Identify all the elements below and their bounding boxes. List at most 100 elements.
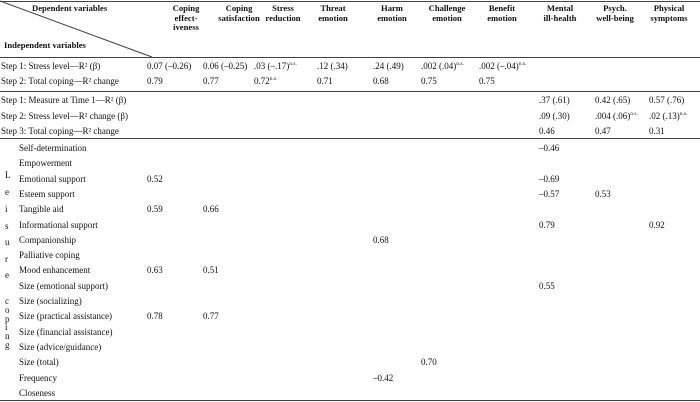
cell-value: 0.47 bbox=[595, 126, 611, 136]
cell-value: 0.71 bbox=[317, 76, 333, 86]
row-label: Size (total) bbox=[19, 357, 59, 367]
cell-value: 0.79 bbox=[539, 220, 555, 230]
coping-row: Palliative coping bbox=[0, 248, 700, 262]
cell-value: 0.77 bbox=[203, 76, 219, 86]
coping-row: Empowerment bbox=[0, 156, 700, 170]
cell-value: 0.57 (.76) bbox=[649, 95, 685, 105]
cell-coping-effectiveness: 0.52 bbox=[147, 174, 163, 184]
significance-mark: n.s. bbox=[269, 76, 278, 82]
row-label: Step 2: Stress level—R² change (β) bbox=[1, 111, 129, 121]
cell-value: 0.51 bbox=[203, 265, 219, 275]
column-header-stress-reduction: Stress reduction bbox=[265, 3, 301, 23]
cell-physical-symptoms: .02 (.13)n.s. bbox=[649, 111, 687, 121]
coping-row: Mood enhancement 0.63 0.51 bbox=[0, 263, 700, 277]
column-header-mental-ill-health: Mental ill-health bbox=[543, 3, 577, 23]
row-label: Step 1: Measure at Time 1—R² (β) bbox=[1, 95, 127, 105]
cell-threat-emotion: .12 (.34) bbox=[317, 61, 348, 71]
cell-value: .004 (.06) bbox=[595, 111, 631, 121]
cell-physical-symptoms: 0.57 (.76) bbox=[649, 95, 684, 105]
cell-value: 0.68 bbox=[373, 76, 389, 86]
cell-value: .03 (–.17) bbox=[254, 61, 290, 71]
cell-mental-ill-health: .09 (.30) bbox=[539, 111, 570, 121]
cell-value: 0.31 bbox=[649, 126, 665, 136]
cell-value: 0.79 bbox=[147, 76, 163, 86]
section-rule-2 bbox=[0, 138, 700, 139]
leisure-side-letter: s bbox=[5, 221, 9, 231]
coping-side-letter: g bbox=[5, 340, 10, 350]
coping-side-letter: o bbox=[5, 305, 10, 315]
row-label: Mood enhancement bbox=[19, 265, 91, 275]
cell-value: .02 (.13) bbox=[649, 111, 680, 121]
cell-harm-emotion: 0.68 bbox=[373, 76, 389, 86]
cell-value: 0.55 bbox=[539, 281, 555, 291]
cell-mental-ill-health: 0.55 bbox=[539, 281, 555, 291]
coping-row: Size (financial assistance) bbox=[0, 325, 700, 339]
coping-side-letter: p bbox=[5, 314, 10, 324]
cell-challenge-emotion: 0.75 bbox=[421, 76, 437, 86]
coping-row: Self-determination –0.46 bbox=[0, 141, 700, 155]
cell-value: 0.07 (–0.26) bbox=[147, 61, 192, 71]
cell-physical-symptoms: 0.31 bbox=[649, 126, 665, 136]
significance-mark: n.s. bbox=[456, 61, 464, 67]
column-header-physical-symptoms: Physical symptoms bbox=[650, 3, 688, 23]
cell-mental-ill-health: –0.69 bbox=[539, 174, 559, 184]
cell-harm-emotion: –0.42 bbox=[373, 373, 393, 383]
cell-value: .002 (–.04) bbox=[479, 61, 519, 71]
column-header-challenge-emotion: Challenge emotion bbox=[428, 3, 466, 23]
cell-coping-effectiveness: 0.79 bbox=[147, 76, 163, 86]
coping-row: Esteem support –0.57 0.53 bbox=[0, 187, 700, 201]
cell-mental-ill-health: –0.57 bbox=[539, 189, 559, 199]
cell-coping-satisfaction: 0.77 bbox=[203, 311, 219, 321]
step-row: Step 2: Stress level—R² change (β) .09 (.… bbox=[0, 109, 700, 123]
cell-stress-reduction: 0.72n.s. bbox=[254, 76, 277, 86]
cell-value: 0.66 bbox=[203, 204, 219, 214]
cell-coping-satisfaction: 0.66 bbox=[203, 204, 219, 214]
cell-value: 0.77 bbox=[203, 311, 219, 321]
cell-value: 0.68 bbox=[373, 235, 389, 245]
cell-mental-ill-health: .37 (.61) bbox=[539, 95, 570, 105]
cell-coping-effectiveness: 0.78 bbox=[147, 311, 163, 321]
cell-value: .37 (.61) bbox=[539, 95, 570, 105]
column-header-coping-effectiveness: Coping effect- iveness bbox=[172, 3, 200, 32]
row-label: Self-determination bbox=[19, 143, 87, 153]
cell-physical-symptoms: 0.92 bbox=[649, 220, 665, 230]
cell-value: 0.59 bbox=[147, 204, 163, 214]
leisure-side-letter: e bbox=[5, 270, 9, 280]
cell-mental-ill-health: 0.79 bbox=[539, 220, 555, 230]
step-row: Step 1: Stress level—R² (β) 0.07 (–0.26) 0… bbox=[0, 59, 700, 73]
column-header-psych-well-being: Psych. well-being bbox=[596, 3, 634, 23]
cell-value: 0.75 bbox=[421, 76, 437, 86]
cell-value: .09 (.30) bbox=[539, 111, 570, 121]
cell-value: 0.42 (.65) bbox=[595, 95, 631, 105]
leisure-side-letter: e bbox=[5, 187, 9, 197]
row-label: Esteem support bbox=[19, 189, 75, 199]
section-rule-1 bbox=[0, 91, 700, 92]
column-header-threat-emotion: Threat emotion bbox=[318, 3, 348, 23]
row-label: Closeness bbox=[19, 388, 55, 398]
cell-coping-effectiveness: 0.63 bbox=[147, 265, 163, 275]
cell-value: .24 (.49) bbox=[373, 61, 404, 71]
cell-stress-reduction: .03 (–.17)n.s. bbox=[254, 61, 297, 71]
row-label: Size (financial assistance) bbox=[19, 327, 113, 337]
header-diagonal-line bbox=[0, 0, 153, 58]
cell-value: 0.75 bbox=[479, 76, 495, 86]
cell-psych-well-being: .004 (.06)n.s. bbox=[595, 111, 638, 121]
cell-value: –0.42 bbox=[373, 373, 394, 383]
row-label: Emotional support bbox=[19, 174, 86, 184]
coping-side-letter: n bbox=[5, 331, 10, 341]
significance-mark: n.s. bbox=[630, 111, 638, 117]
cell-value: 0.63 bbox=[147, 265, 163, 275]
significance-mark: n.s. bbox=[679, 111, 688, 117]
cell-challenge-emotion: 0.70 bbox=[421, 357, 437, 367]
row-label: Tangible aid bbox=[19, 204, 64, 214]
row-label: Empowerment bbox=[19, 158, 72, 168]
column-header-benefit-emotion: Benefit emotion bbox=[487, 3, 517, 23]
cell-coping-satisfaction: 0.77 bbox=[203, 76, 219, 86]
cell-value: 0.46 bbox=[539, 126, 555, 136]
coping-row: Size (advice/guidance) bbox=[0, 340, 700, 354]
cell-challenge-emotion: .002 (.04)n.s. bbox=[421, 61, 464, 71]
row-label: Size (socializing) bbox=[19, 296, 82, 306]
cell-benefit-emotion: 0.75 bbox=[479, 76, 495, 86]
column-header-harm-emotion: Harm emotion bbox=[377, 3, 407, 23]
